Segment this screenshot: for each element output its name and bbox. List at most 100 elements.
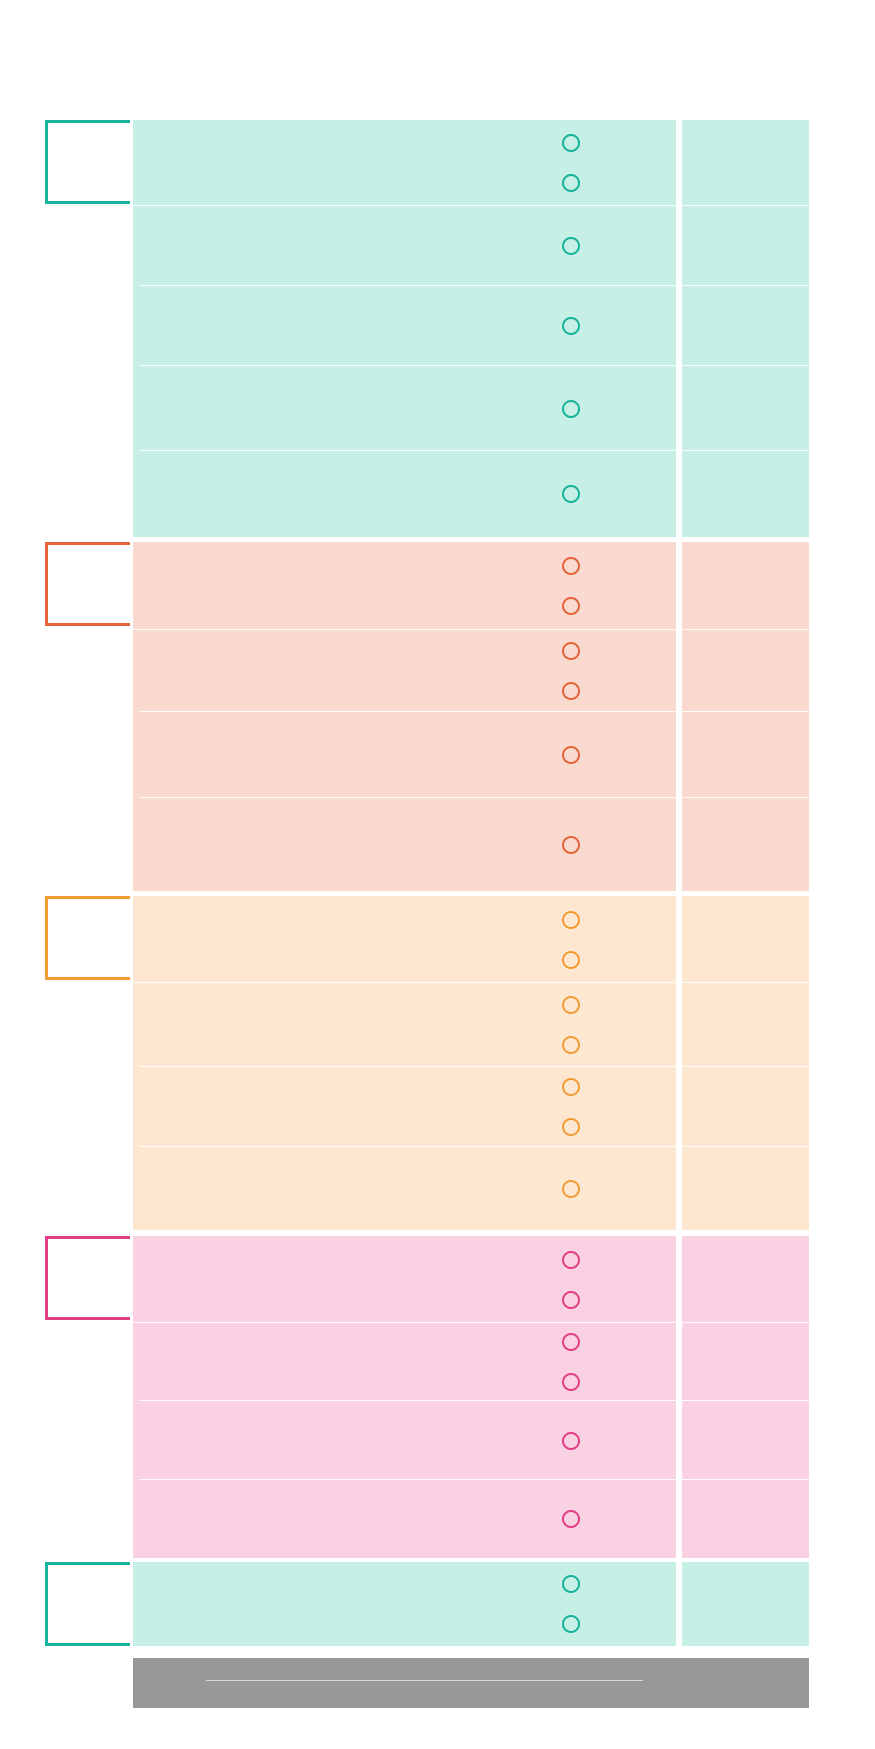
row-divider [682, 711, 809, 712]
row-divider [682, 285, 809, 286]
row-divider [133, 1322, 676, 1323]
question-row [133, 1147, 676, 1230]
radio-option[interactable] [562, 1179, 580, 1198]
section-tag [45, 542, 130, 626]
radio-option[interactable] [562, 835, 580, 854]
question-row [133, 120, 676, 206]
side-panel [682, 896, 809, 1230]
section [0, 1562, 875, 1646]
row-divider [133, 629, 676, 630]
row-divider [133, 205, 676, 206]
row-divider [682, 1066, 809, 1067]
radio-option[interactable] [562, 642, 580, 660]
row-divider [139, 1400, 676, 1401]
question-row [133, 896, 676, 983]
radio-option[interactable] [562, 1078, 580, 1096]
row-divider [139, 1146, 676, 1147]
row-divider [682, 450, 809, 451]
row-divider [682, 1322, 809, 1323]
row-divider [139, 797, 676, 798]
side-panel [682, 542, 809, 891]
side-panel [682, 1562, 809, 1646]
section-tag [45, 1562, 130, 1646]
row-divider [133, 982, 676, 983]
row-divider [682, 982, 809, 983]
radio-option[interactable] [562, 317, 580, 335]
radio-option[interactable] [562, 910, 580, 929]
section [0, 896, 875, 1230]
side-cell [682, 1236, 809, 1323]
row-divider [682, 365, 809, 366]
side-cell [682, 542, 809, 630]
row-divider [682, 205, 809, 206]
question-row [133, 451, 676, 537]
radio-option[interactable] [562, 399, 580, 418]
radio-option[interactable] [562, 1118, 580, 1136]
side-cell [682, 1147, 809, 1230]
row-divider [682, 797, 809, 798]
radio-option[interactable] [562, 1333, 580, 1351]
question-row [133, 1480, 676, 1558]
question-panel [133, 896, 676, 1230]
radio-option[interactable] [562, 134, 580, 152]
radio-option[interactable] [562, 1615, 580, 1633]
side-cell [682, 896, 809, 983]
row-divider [682, 1400, 809, 1401]
question-row [133, 798, 676, 891]
side-cell [682, 451, 809, 537]
side-cell [682, 1323, 809, 1401]
radio-option[interactable] [562, 174, 580, 192]
radio-option[interactable] [562, 746, 580, 764]
radio-option[interactable] [562, 996, 580, 1014]
question-row [133, 1067, 676, 1147]
section-tag [45, 896, 130, 980]
question-row [133, 1401, 676, 1480]
radio-option[interactable] [562, 950, 580, 969]
question-panel [133, 1562, 676, 1646]
section [0, 1236, 875, 1558]
side-cell [682, 798, 809, 891]
question-row [133, 630, 676, 712]
section [0, 542, 875, 891]
question-row [133, 286, 676, 366]
question-row [133, 983, 676, 1067]
radio-option[interactable] [562, 682, 580, 700]
question-row [133, 542, 676, 630]
radio-option[interactable] [562, 237, 580, 255]
radio-option[interactable] [562, 597, 580, 615]
side-cell [682, 1401, 809, 1480]
row-divider [139, 285, 676, 286]
question-row [133, 1323, 676, 1401]
radio-option[interactable] [562, 1373, 580, 1391]
side-cell [682, 120, 809, 206]
side-cell [682, 206, 809, 286]
side-cell [682, 983, 809, 1067]
row-divider [682, 1146, 809, 1147]
row-divider [139, 711, 676, 712]
side-cell [682, 1480, 809, 1558]
row-divider [139, 365, 676, 366]
side-cell [682, 1067, 809, 1147]
radio-option[interactable] [562, 557, 580, 575]
question-row [133, 1236, 676, 1323]
radio-option[interactable] [562, 485, 580, 503]
side-cell [682, 1562, 809, 1646]
section-tag [45, 120, 130, 204]
radio-option[interactable] [562, 1575, 580, 1593]
side-panel [682, 120, 809, 537]
row-divider [139, 1479, 676, 1480]
radio-option[interactable] [562, 1431, 580, 1450]
radio-option[interactable] [562, 1036, 580, 1054]
question-row [133, 712, 676, 798]
row-divider [682, 1479, 809, 1480]
side-cell [682, 286, 809, 366]
side-cell [682, 366, 809, 451]
radio-option[interactable] [562, 1290, 580, 1309]
side-cell [682, 712, 809, 798]
side-panel [682, 1236, 809, 1558]
radio-option[interactable] [562, 1250, 580, 1269]
footer-divider [206, 1680, 643, 1681]
section-tag [45, 1236, 130, 1320]
radio-option[interactable] [562, 1510, 580, 1528]
question-row [133, 366, 676, 451]
